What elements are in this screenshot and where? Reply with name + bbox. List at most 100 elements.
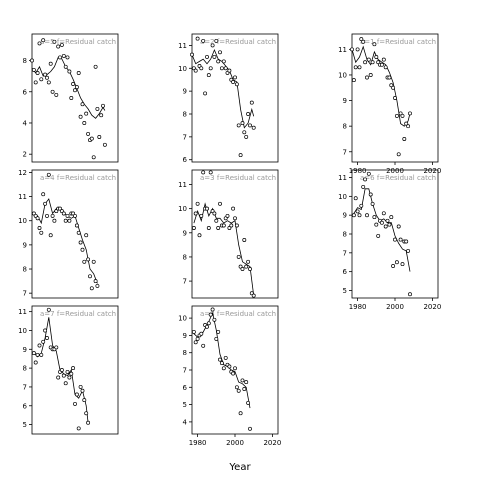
- data-point: [206, 226, 211, 230]
- data-point: [76, 71, 81, 75]
- data-point: [82, 259, 87, 264]
- y-tick-label: 9: [23, 346, 27, 354]
- data-point: [89, 136, 94, 141]
- y-tick-label: 9: [343, 97, 347, 105]
- y-tick-label: 10: [178, 315, 187, 323]
- y-tick-label: 7: [183, 278, 187, 286]
- y-tick-label: 11: [338, 46, 347, 54]
- data-point: [357, 213, 362, 218]
- data-point: [76, 230, 81, 235]
- data-point: [372, 215, 377, 220]
- data-point: [408, 292, 412, 297]
- data-point: [391, 85, 396, 90]
- data-point: [234, 223, 239, 228]
- y-tick-label: 11: [18, 193, 27, 201]
- panel-label: a=2 f=Residual catch: [200, 38, 276, 46]
- data-point: [190, 52, 194, 57]
- data-point: [223, 355, 228, 360]
- data-point: [95, 283, 100, 288]
- data-point: [88, 274, 92, 279]
- data-point: [65, 369, 70, 374]
- data-point: [398, 111, 403, 116]
- data-point: [208, 66, 213, 71]
- data-point: [43, 72, 48, 77]
- data-point: [359, 37, 364, 42]
- data-point: [193, 340, 198, 345]
- data-point: [91, 155, 96, 160]
- y-tick-label: 11: [338, 174, 347, 182]
- y-tick-label: 6: [23, 402, 28, 410]
- data-point: [56, 44, 61, 49]
- data-point: [67, 375, 72, 380]
- data-point: [195, 201, 200, 206]
- data-point: [37, 343, 42, 348]
- data-point: [73, 213, 77, 218]
- panel-label: a=7 f=Residual catch: [40, 310, 116, 318]
- data-point: [365, 75, 369, 80]
- data-point: [387, 75, 392, 80]
- data-point: [205, 54, 209, 59]
- data-point: [71, 366, 76, 371]
- data-point: [394, 113, 399, 118]
- data-point: [50, 213, 55, 218]
- data-point: [46, 307, 51, 312]
- data-point: [99, 113, 104, 118]
- data-point: [387, 222, 392, 227]
- data-point: [233, 366, 237, 371]
- data-point: [86, 257, 91, 262]
- data-point: [231, 80, 236, 84]
- y-tick-label: 6: [23, 88, 28, 96]
- data-point: [199, 66, 204, 71]
- data-point: [242, 387, 247, 391]
- y-tick-label: 8: [23, 57, 27, 65]
- data-point: [78, 114, 83, 119]
- data-point: [396, 224, 401, 229]
- y-tick-label: 4: [183, 418, 188, 426]
- data-point: [208, 312, 213, 317]
- x-tick-label: 2000: [386, 303, 404, 311]
- data-point: [361, 184, 366, 189]
- facet-panel-1: a=5 f=Residual catch 2 4 6 8: [23, 33, 119, 163]
- data-point: [91, 259, 96, 264]
- data-point: [389, 83, 394, 88]
- y-tick-label: 7: [343, 148, 347, 156]
- data-point: [383, 65, 388, 70]
- data-point: [400, 113, 405, 118]
- x-tick-label: 1980: [349, 303, 367, 311]
- facet-panel-3: a=7 f=Residual catch 5 6 7 8 9 10 11: [18, 305, 119, 435]
- data-point: [233, 216, 237, 221]
- data-point: [238, 411, 243, 416]
- data-point: [234, 82, 239, 87]
- data-point: [65, 213, 70, 218]
- data-point: [39, 77, 44, 82]
- data-point: [363, 60, 368, 65]
- data-point: [201, 38, 206, 43]
- data-point: [59, 368, 64, 372]
- data-point: [61, 373, 66, 378]
- data-point: [84, 411, 89, 416]
- data-point: [35, 352, 40, 357]
- data-point: [223, 66, 228, 71]
- data-point: [363, 177, 368, 182]
- data-point: [389, 215, 394, 220]
- data-point: [61, 53, 66, 58]
- data-point: [58, 206, 62, 211]
- y-tick-label: 5: [183, 401, 187, 409]
- data-point: [37, 226, 42, 230]
- data-point: [355, 209, 360, 214]
- y-tick-label: 8: [183, 349, 187, 357]
- data-point: [246, 259, 251, 264]
- data-point: [350, 47, 354, 52]
- data-point: [216, 329, 221, 334]
- y-tick-label: 8: [343, 123, 347, 131]
- data-point: [39, 352, 44, 357]
- data-point: [227, 226, 232, 230]
- x-tick-label: 2020: [263, 439, 281, 447]
- y-tick-label: 7: [183, 367, 187, 375]
- y-tick-label: 10: [18, 217, 27, 225]
- x-tick-label: 2020: [423, 303, 441, 311]
- data-point: [86, 420, 91, 425]
- y-tick-label: 9: [183, 332, 187, 340]
- data-point: [195, 336, 200, 341]
